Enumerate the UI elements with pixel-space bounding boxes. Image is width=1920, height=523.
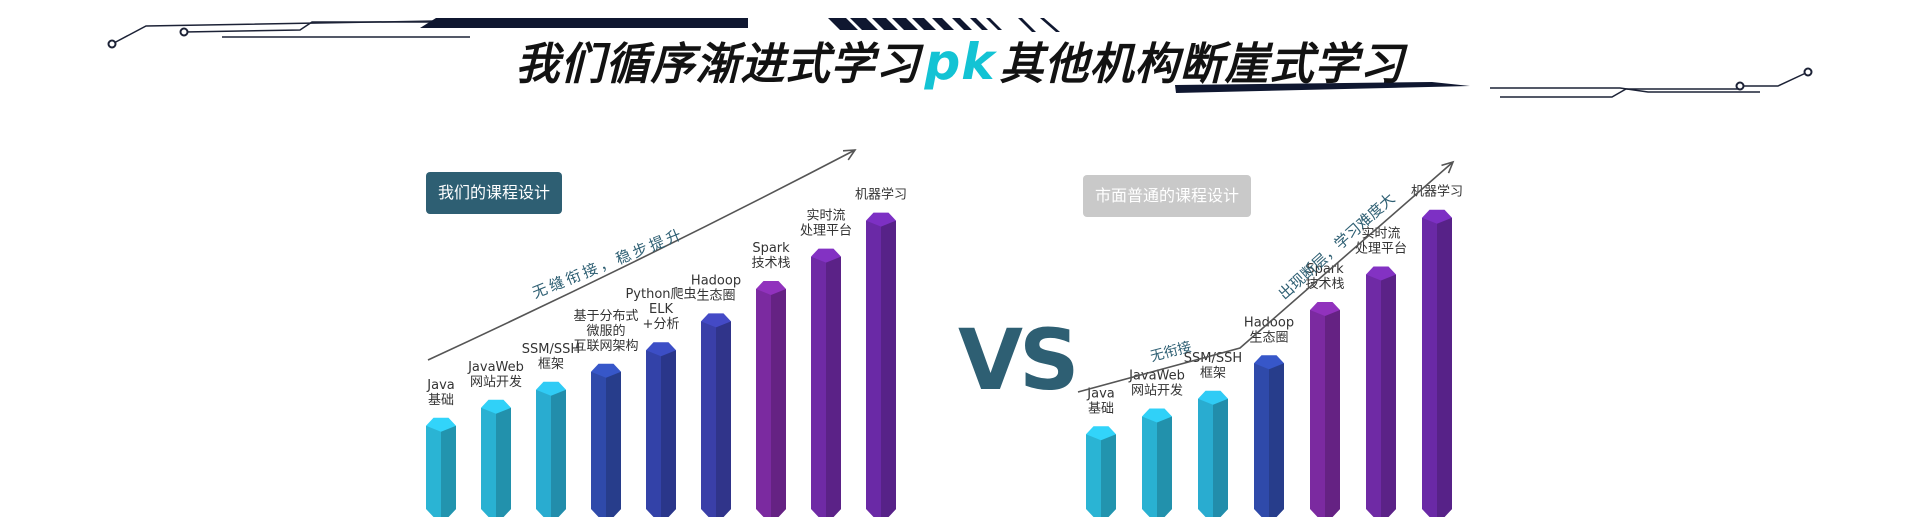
bar-label: JavaWeb <box>1128 369 1185 384</box>
bar-cap <box>481 399 511 414</box>
bar-label: 处理平台 <box>800 224 852 239</box>
bar-side <box>1381 274 1396 517</box>
bar-label: Spark <box>752 241 790 256</box>
bar-label: 互联网架构 <box>573 339 638 354</box>
bar-cap <box>536 381 566 396</box>
bar-cap <box>591 363 621 378</box>
bar-side <box>496 407 511 517</box>
bar-label: 机器学习 <box>855 187 907 203</box>
bar-side <box>826 256 841 517</box>
bar-cap <box>1198 390 1228 405</box>
bar-label: Java <box>426 378 454 393</box>
bar-label: SSM/SSH <box>522 342 580 357</box>
bar-side <box>1325 310 1340 517</box>
bar-label: 基础 <box>428 393 454 408</box>
bar-cap <box>1310 302 1340 316</box>
bar-side <box>716 321 731 517</box>
bar-cap <box>1086 426 1116 441</box>
bar-label: 基于分布式 <box>573 309 638 324</box>
bar-side <box>441 425 456 517</box>
bar-cap <box>811 248 841 263</box>
bar-label: 框架 <box>538 357 564 372</box>
bar-label: +分析 <box>643 317 680 332</box>
bar-label: ELK <box>649 302 673 317</box>
page-title: 我们循序渐进式学习pk其他机构断崖式学习 <box>0 28 1920 92</box>
bar-side <box>661 350 676 517</box>
bar-label: 技术栈 <box>1305 277 1344 292</box>
bar-side <box>551 389 566 517</box>
bar-cap <box>1142 408 1172 423</box>
bar-side <box>1157 416 1172 517</box>
bar-label: 生态圈 <box>1249 330 1288 345</box>
bar-side <box>771 289 786 517</box>
bar-label: Java <box>1086 386 1114 401</box>
bar-label: 微服的 <box>586 323 625 339</box>
bar-cap <box>866 212 896 227</box>
circuit-node <box>1735 81 1745 91</box>
title-part-ours: 我们循序渐进式学习 <box>515 39 921 90</box>
bar-label: 网站开发 <box>470 374 522 390</box>
bar-label: 实时流 <box>806 209 845 224</box>
bar-side <box>606 371 621 517</box>
bar-label: Hadoop <box>691 273 741 288</box>
bar-label: 实时流 <box>1361 227 1400 242</box>
bar-cap <box>1366 266 1396 281</box>
arrow-head <box>1441 160 1455 174</box>
bar-side <box>1101 434 1116 517</box>
bar-label: SSM/SSH <box>1184 351 1242 366</box>
bar-cap <box>756 281 786 295</box>
bar-side <box>1269 363 1284 517</box>
title-pk: pk <box>924 33 996 91</box>
course-bar: 机器学习 <box>855 187 907 517</box>
bar-cap <box>1422 209 1452 224</box>
bar-label: 网站开发 <box>1131 383 1183 399</box>
bar-label: 生态圈 <box>696 288 735 303</box>
bar-label: 技术栈 <box>751 256 790 271</box>
our-course-chart: Java基础JavaWeb网站开发SSM/SSH框架基于分布式微服的互联网架构P… <box>426 149 907 517</box>
circuit-node <box>107 39 117 49</box>
course-bar: 机器学习 <box>1411 184 1463 517</box>
bar-cap <box>426 417 456 432</box>
bottom-dark-band <box>1175 82 1470 93</box>
progress-curve <box>1077 161 1454 393</box>
bar-cap <box>701 313 731 328</box>
our-course-badge: 我们的课程设计 <box>426 172 563 214</box>
bar-cap <box>1254 355 1284 370</box>
arrow-head <box>842 149 857 161</box>
circuit-node <box>1803 67 1813 77</box>
bar-label: Python爬虫 <box>625 287 696 302</box>
market-course-badge: 市面普通的课程设计 <box>1083 175 1252 217</box>
vs-label: VS <box>958 311 1079 409</box>
circuit-node <box>179 27 189 37</box>
bar-side <box>881 220 896 517</box>
bar-side <box>1437 217 1452 517</box>
bar-label: 处理平台 <box>1355 242 1407 257</box>
top-dark-band <box>420 18 748 28</box>
bar-label: JavaWeb <box>467 360 524 375</box>
title-part-others: 其他机构断崖式学习 <box>999 39 1405 90</box>
bar-label: 框架 <box>1200 366 1226 381</box>
bar-cap <box>646 342 676 357</box>
bar-label: 基础 <box>1088 401 1114 416</box>
bar-side <box>1213 398 1228 517</box>
progress-curve <box>427 149 856 361</box>
